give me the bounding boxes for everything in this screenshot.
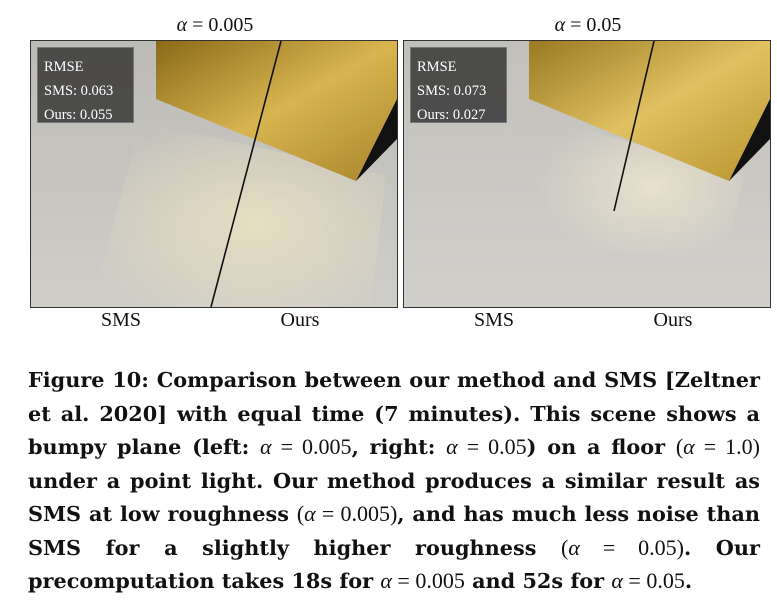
math-inline: α = 0.005 [380, 568, 464, 593]
rmse-heading: RMSE [417, 59, 457, 75]
caption-text: . [684, 568, 693, 593]
math-inline: α = 0.05 [446, 434, 527, 459]
math-value: = 0.05 [457, 434, 527, 459]
caption-text: , and has much less noise than SMS for a… [28, 501, 760, 560]
math-paren: ( [561, 534, 569, 560]
alpha-value: = 0.005 [187, 14, 254, 36]
math-value: = 0.005 [391, 568, 465, 593]
math-value: = 0.005) [315, 501, 398, 526]
label-ours-right: Ours [653, 309, 693, 331]
math-paren: ( [296, 501, 305, 526]
alpha-symbol: α [611, 568, 623, 593]
rmse-box-left: RMSE SMS: 0.063 Ours: 0.055 [37, 47, 134, 123]
math-inline: α = 0.05 [611, 568, 684, 593]
alpha-symbol: α [304, 501, 316, 526]
math-inline: α = 0.005 [260, 434, 352, 459]
rmse-ours-value: Ours: 0.055 [44, 107, 113, 123]
rmse-sms-value: SMS: 0.073 [417, 83, 487, 99]
caption-text: , right: [351, 434, 447, 459]
alpha-symbol: α [380, 568, 392, 593]
alpha-symbol: α [446, 434, 458, 459]
math-value: = 1.0) [694, 434, 760, 459]
alpha-value: = 0.05 [565, 14, 622, 36]
render-image-left [31, 41, 397, 307]
rmse-ours-value: Ours: 0.027 [417, 107, 486, 123]
panel-title-right: α = 0.05 [403, 14, 773, 37]
math-inline: (α = 1.0) [676, 434, 760, 459]
figure-caption: Figure 10: Comparison between our method… [28, 363, 760, 598]
caption-text: . Our precomputation takes 18s for [28, 534, 760, 594]
math-value: = 0.05) [579, 534, 684, 560]
render-panel-left: RMSE SMS: 0.063 Ours: 0.055 [30, 40, 398, 308]
label-ours-left: Ours [280, 309, 320, 331]
alpha-symbol: α [683, 434, 695, 459]
math-inline: (α = 0.05) [561, 535, 684, 560]
alpha-symbol: α [260, 434, 272, 459]
rmse-box-right: RMSE SMS: 0.073 Ours: 0.027 [410, 47, 507, 123]
math-paren: ( [675, 434, 684, 459]
label-sms-left: SMS [100, 309, 142, 331]
label-sms-right: SMS [473, 309, 515, 331]
render-image-right [404, 41, 770, 307]
alpha-symbol: α [568, 534, 580, 560]
panel-title-left: α = 0.005 [30, 14, 400, 37]
alpha-symbol: α [554, 14, 566, 36]
alpha-symbol: α [176, 14, 188, 36]
math-value: = 0.005 [271, 434, 352, 459]
rmse-heading: RMSE [44, 59, 84, 75]
caption-text: Figure 10: Comparison between our method… [28, 367, 760, 459]
rmse-sms-value: SMS: 0.063 [44, 83, 114, 99]
caption-text: and 52s for [464, 568, 612, 593]
math-value: = 0.05 [622, 568, 685, 593]
caption-text: under a point light. Our method produces… [28, 467, 760, 527]
caption-text: ) on a floor [526, 434, 676, 459]
math-inline: (α = 0.005) [297, 501, 397, 526]
render-panel-right: RMSE SMS: 0.073 Ours: 0.027 [403, 40, 771, 308]
